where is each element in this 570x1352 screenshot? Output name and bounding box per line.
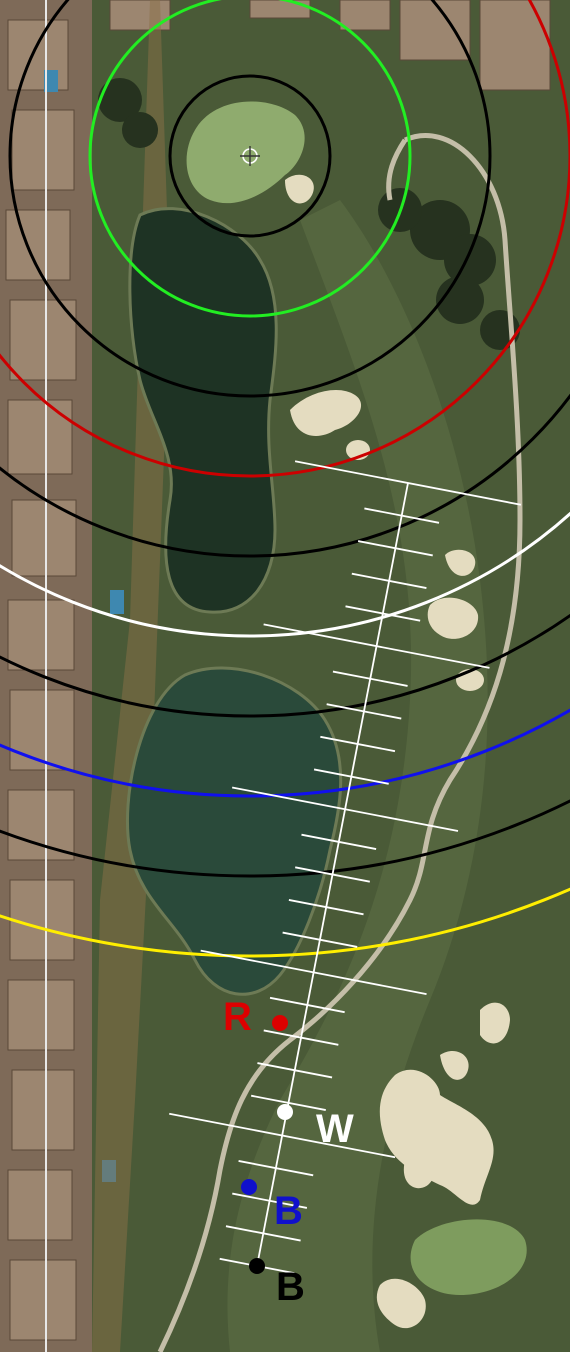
ruler-tick [225, 1225, 301, 1242]
tee-marker-red[interactable]: R [223, 995, 288, 1039]
distance-arc [0, 708, 570, 798]
lower-lake [126, 666, 343, 996]
ruler-tick [320, 735, 396, 753]
ruler-tick [282, 931, 358, 948]
cart-path [157, 133, 523, 1352]
ruler-major-tick [263, 623, 490, 669]
ruler-tick [345, 605, 421, 622]
tee-label-white: W [316, 1107, 354, 1151]
putting-green [186, 101, 305, 204]
ruler-major-tick [169, 1112, 396, 1159]
distance-arc [0, 393, 570, 558]
ruler-tick [250, 1094, 326, 1111]
ruler-major-tick [231, 786, 459, 832]
ruler-tick [357, 540, 433, 557]
tee-marker-white[interactable]: W [277, 1104, 354, 1151]
ruler-tick [351, 572, 427, 589]
distance-arc [88, 0, 412, 318]
distance-arc [168, 74, 332, 238]
distance-arc [0, 799, 570, 878]
lower-green [410, 1219, 527, 1295]
ruler-tick [263, 1029, 339, 1046]
distance-arc [8, 0, 492, 398]
crosshair-pin-icon[interactable] [240, 146, 260, 166]
distance-arc [0, 887, 570, 958]
ruler-tick [238, 1160, 314, 1177]
upper-lake [128, 207, 278, 614]
ruler-tick [332, 670, 408, 687]
fairway [227, 200, 488, 1352]
cart-path-stub [386, 138, 408, 201]
ruler-tick [257, 1062, 333, 1079]
distance-arcs [0, 0, 570, 958]
bunkers [285, 174, 510, 1329]
ruler-tick [232, 1192, 308, 1209]
distance-arc [0, 511, 570, 638]
tee-label-blue: B [274, 1189, 303, 1233]
ruler-tick [301, 833, 377, 850]
ruler-tick [364, 507, 440, 524]
distance-arc [0, 613, 570, 718]
tee-marker-blue[interactable]: B [241, 1179, 303, 1233]
ruler-tick [269, 996, 345, 1014]
distance-arc [0, 0, 570, 478]
ruler-major-tick [294, 460, 522, 506]
tee-label-red: R [223, 995, 252, 1039]
ruler-major-tick [200, 949, 427, 996]
ruler-tick [288, 899, 364, 916]
ruler-tick [326, 703, 402, 720]
tee-marker-black[interactable]: B [249, 1258, 305, 1309]
ruler-tick [295, 866, 370, 883]
ruler-tick [313, 768, 389, 785]
yardage-ruler [169, 460, 522, 1275]
tee-label-black: B [276, 1265, 305, 1309]
